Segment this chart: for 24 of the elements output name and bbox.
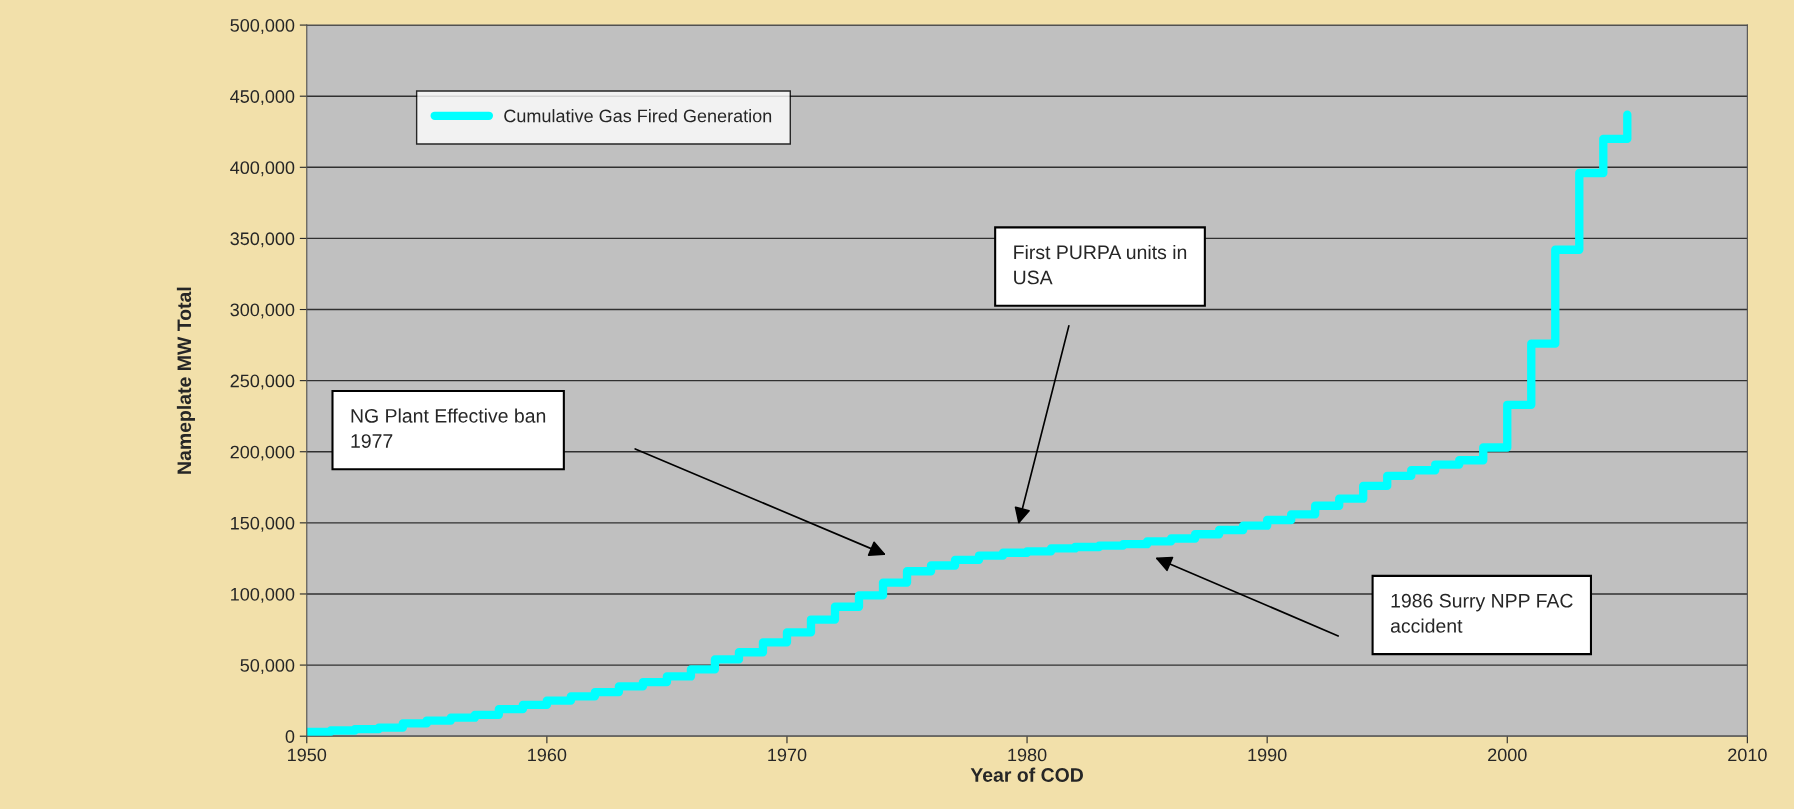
annotation: NG Plant Effective ban 1977 [351,408,546,448]
y-tick-label: 450,000 [230,90,295,106]
y-tick-label: 100,000 [231,587,295,603]
x-tick-label: 1980 [1008,748,1047,762]
y-tick-label: 250,000 [230,374,295,390]
y-tick-label: 50,000 [240,659,295,674]
x-tick-label: 1950 [288,748,327,762]
y-axis-title: Nameplate MW Total [176,287,195,474]
x-axis-title: Year of COD [970,767,1083,782]
x-tick-label: 2000 [1488,748,1527,762]
x-tick-label: 2010 [1728,748,1767,762]
x-tick-label: 1970 [768,748,807,762]
y-tick-label: 150,000 [231,516,295,532]
x-tick-label: 1960 [528,748,567,762]
y-tick-label: 400,000 [230,161,295,177]
y-tick-label: 0 [285,730,295,743]
y-tick-label: 300,000 [230,303,295,319]
y-tick-label: 200,000 [230,445,295,461]
annotation: First PURPA units in USA [1014,244,1187,285]
annotation: 1986 Surry NPP FAC accident [1390,593,1573,633]
y-tick-label: 500,000 [230,19,295,34]
x-tick-label: 1990 [1248,748,1287,762]
y-tick-label: 350,000 [230,232,295,248]
legend-label: Cumulative Gas Fired Generation [504,109,772,123]
